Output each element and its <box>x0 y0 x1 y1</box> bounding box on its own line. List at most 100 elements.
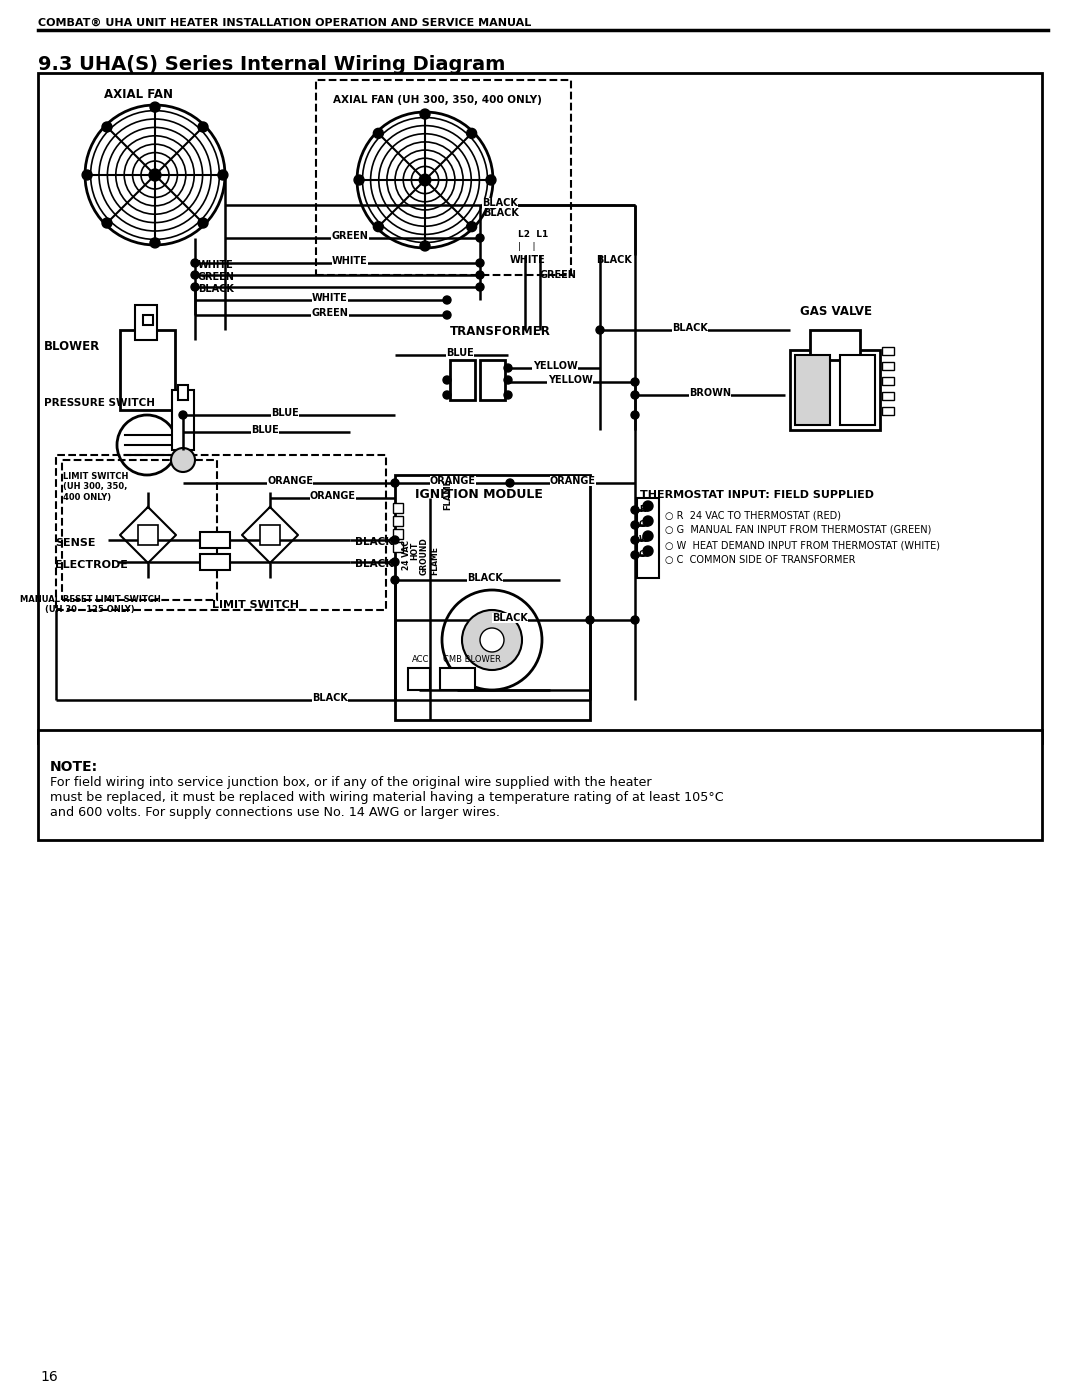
Text: HOT: HOT <box>410 542 419 560</box>
Bar <box>882 377 894 386</box>
Text: FLAME: FLAME <box>430 546 438 576</box>
Circle shape <box>631 391 639 400</box>
Text: THERMOSTAT INPUT: FIELD SUPPLIED: THERMOSTAT INPUT: FIELD SUPPLIED <box>640 490 874 500</box>
Bar <box>795 355 831 425</box>
Circle shape <box>374 222 383 232</box>
Text: FLAME: FLAME <box>443 479 453 510</box>
Circle shape <box>467 129 476 138</box>
Circle shape <box>596 326 604 334</box>
Circle shape <box>504 391 512 400</box>
Circle shape <box>420 240 430 251</box>
Text: WHITE: WHITE <box>312 293 348 303</box>
Bar <box>178 386 188 400</box>
Text: PRESSURE SWITCH: PRESSURE SWITCH <box>44 398 156 408</box>
Bar <box>172 390 194 450</box>
Text: IGNITION MODULE: IGNITION MODULE <box>415 488 543 502</box>
Text: L2  L1: L2 L1 <box>518 231 549 239</box>
Text: BLUE: BLUE <box>252 425 279 434</box>
Bar <box>440 668 475 690</box>
Text: GREEN: GREEN <box>198 272 234 282</box>
Bar <box>38 73 1042 743</box>
Circle shape <box>476 284 484 291</box>
Bar <box>138 525 158 545</box>
Text: SENSE: SENSE <box>55 538 95 548</box>
Bar <box>450 360 475 400</box>
Bar <box>480 360 505 400</box>
Bar <box>637 497 659 578</box>
Text: ○ R  24 VAC TO THERMOSTAT (RED): ○ R 24 VAC TO THERMOSTAT (RED) <box>665 510 841 520</box>
Bar <box>408 668 430 690</box>
Text: GREEN: GREEN <box>311 307 349 319</box>
Bar <box>143 314 153 326</box>
Bar <box>882 362 894 370</box>
Text: AXIAL FAN (UH 300, 350, 400 ONLY): AXIAL FAN (UH 300, 350, 400 ONLY) <box>333 95 542 105</box>
Polygon shape <box>120 507 176 563</box>
Circle shape <box>631 411 639 419</box>
Text: NOTE:: NOTE: <box>50 760 98 774</box>
Circle shape <box>218 170 228 180</box>
Bar <box>135 305 157 339</box>
Text: 16: 16 <box>40 1370 57 1384</box>
Text: BLACK: BLACK <box>198 284 234 293</box>
Text: WHITE: WHITE <box>510 256 545 265</box>
Bar <box>393 542 403 552</box>
Text: MANUAL RESET LIMIT SWITCH
(UH 30 - 125 ONLY): MANUAL RESET LIMIT SWITCH (UH 30 - 125 O… <box>19 595 160 615</box>
Circle shape <box>191 284 199 291</box>
Circle shape <box>391 479 399 488</box>
Circle shape <box>391 536 399 543</box>
Bar <box>316 80 571 275</box>
Text: CMB BLOWER: CMB BLOWER <box>443 655 501 664</box>
Text: GAS VALVE: GAS VALVE <box>800 305 872 319</box>
Text: BLACK: BLACK <box>467 573 503 583</box>
Text: YELLOW: YELLOW <box>548 374 592 386</box>
Bar <box>120 330 175 409</box>
Circle shape <box>462 610 522 671</box>
Bar <box>789 351 880 430</box>
Text: ORANGE: ORANGE <box>310 490 356 502</box>
Text: GREEN: GREEN <box>540 270 577 279</box>
Circle shape <box>643 546 653 556</box>
Text: ORANGE: ORANGE <box>550 476 596 486</box>
Text: BLACK: BLACK <box>596 256 632 265</box>
Circle shape <box>391 557 399 566</box>
Circle shape <box>631 379 639 386</box>
Circle shape <box>643 515 653 527</box>
Circle shape <box>443 391 451 400</box>
Text: W: W <box>639 535 648 543</box>
Circle shape <box>443 312 451 319</box>
Text: GROUND: GROUND <box>420 538 429 576</box>
Circle shape <box>102 122 112 131</box>
Circle shape <box>480 629 504 652</box>
Text: WHITE: WHITE <box>333 256 368 265</box>
Text: BLACK: BLACK <box>355 559 393 569</box>
Circle shape <box>507 479 514 488</box>
Circle shape <box>150 102 160 112</box>
Text: YELLOW: YELLOW <box>532 360 578 372</box>
Text: AXIAL FAN: AXIAL FAN <box>104 88 173 101</box>
Text: BLACK: BLACK <box>312 693 348 703</box>
Text: BLACK: BLACK <box>482 198 518 208</box>
Circle shape <box>489 201 497 210</box>
Circle shape <box>357 112 492 249</box>
Circle shape <box>420 109 430 119</box>
Circle shape <box>82 170 92 180</box>
Circle shape <box>85 105 225 244</box>
Circle shape <box>486 175 496 184</box>
Circle shape <box>643 502 653 511</box>
Circle shape <box>117 415 177 475</box>
Circle shape <box>442 590 542 690</box>
Text: BLACK: BLACK <box>355 536 393 548</box>
Circle shape <box>149 169 161 180</box>
Text: G: G <box>639 520 646 529</box>
Circle shape <box>150 237 160 247</box>
Circle shape <box>191 258 199 267</box>
Text: ○ C  COMMON SIDE OF TRANSFORMER: ○ C COMMON SIDE OF TRANSFORMER <box>665 555 855 564</box>
Text: ORANGE: ORANGE <box>430 476 476 486</box>
Bar <box>260 525 280 545</box>
Text: WHITE: WHITE <box>198 260 233 270</box>
Circle shape <box>191 271 199 279</box>
Circle shape <box>586 616 594 624</box>
Circle shape <box>631 521 639 529</box>
Text: 24 VAC: 24 VAC <box>402 541 411 570</box>
Text: For field wiring into service junction box, or if any of the original wire suppl: For field wiring into service junction b… <box>50 775 724 819</box>
